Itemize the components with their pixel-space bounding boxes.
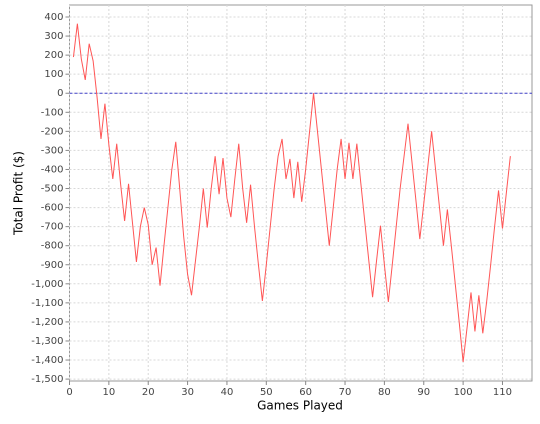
y-tick-label: 400 xyxy=(44,12,63,23)
y-tick-label: -400 xyxy=(41,164,64,175)
y-tick-label: 300 xyxy=(44,31,63,42)
x-tick-label: 0 xyxy=(66,387,72,398)
y-tick-label: -1,100 xyxy=(31,298,63,309)
x-axis-label: Games Played xyxy=(257,399,343,413)
y-tick-label: -100 xyxy=(41,107,64,118)
x-tick-label: 70 xyxy=(339,387,352,398)
x-tick-label: 100 xyxy=(454,387,473,398)
y-tick-label: -1,500 xyxy=(31,374,63,385)
y-axis-label: Total Profit ($) xyxy=(12,151,26,236)
y-tick-label: -600 xyxy=(41,203,64,214)
y-tick-label: 200 xyxy=(44,50,63,61)
x-tick-label: 90 xyxy=(417,387,430,398)
x-tick-label: 20 xyxy=(142,387,155,398)
x-tick-label: 50 xyxy=(260,387,273,398)
y-tick-label: -800 xyxy=(41,241,64,252)
x-tick-label: 40 xyxy=(221,387,234,398)
y-tick-label: -1,000 xyxy=(31,279,63,290)
y-tick-label: -200 xyxy=(41,126,64,137)
y-tick-label: -900 xyxy=(41,260,64,271)
x-tick-label: 10 xyxy=(102,387,115,398)
y-tick-label: -300 xyxy=(41,145,64,156)
y-tick-label: -1,300 xyxy=(31,336,63,347)
y-tick-label: -1,400 xyxy=(31,355,63,366)
y-tick-label: -700 xyxy=(41,222,64,233)
y-tick-label: 100 xyxy=(44,69,63,80)
x-tick-label: 60 xyxy=(299,387,312,398)
x-tick-label: 30 xyxy=(181,387,194,398)
x-tick-label: 110 xyxy=(493,387,512,398)
y-tick-label: -1,200 xyxy=(31,317,63,328)
y-tick-label: -500 xyxy=(41,184,64,195)
series-line xyxy=(72,23,511,362)
y-tick-label: 0 xyxy=(57,88,63,99)
x-tick-label: 80 xyxy=(378,387,391,398)
